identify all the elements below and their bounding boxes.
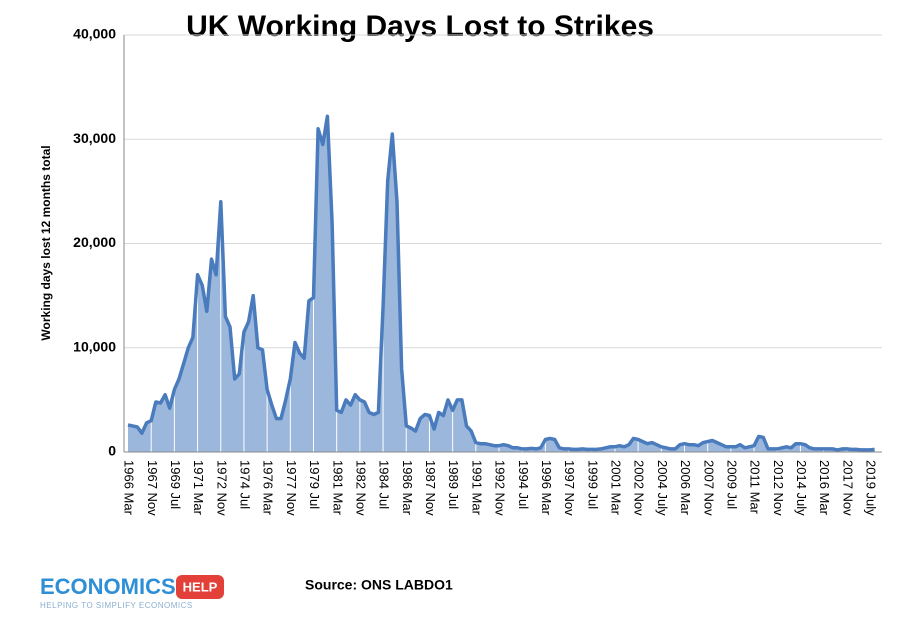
x-tick-label: 1971 Mar: [191, 460, 206, 516]
y-tick-label: 30,000: [73, 130, 116, 146]
x-tick-label: 2017 Nov: [840, 460, 855, 516]
x-tick-label: 1967 Nov: [145, 460, 160, 516]
logo: ECONOMICS HELP HELPING TO SIMPLIFY ECONO…: [40, 574, 224, 610]
y-tick-label: 0: [108, 443, 116, 459]
x-tick-label: 2007 Nov: [701, 460, 716, 516]
logo-tagline: HELPING TO SIMPLIFY ECONOMICS: [40, 601, 193, 610]
x-tick-label: 2019 July: [864, 460, 879, 516]
x-tick-label: 1982 Nov: [353, 460, 368, 516]
x-tick-label: 1989 Jul: [446, 460, 461, 509]
x-tick-label: 1977 Nov: [284, 460, 299, 516]
x-tick-label: 2012 Nov: [771, 460, 786, 516]
x-tick-label: 2001 Mar: [609, 460, 624, 516]
x-tick-label: 2016 Mar: [817, 460, 832, 516]
x-tick-label: 1999 Jul: [585, 460, 600, 509]
x-tick-label: 2002 Nov: [632, 460, 647, 516]
x-tick-label: 1981 Mar: [330, 460, 345, 516]
x-tick-label: 1996 Mar: [539, 460, 554, 516]
x-tick-label: 2009 Jul: [724, 460, 739, 509]
y-tick-label: 40,000: [73, 26, 116, 42]
x-tick-label: 1976 Mar: [261, 460, 276, 516]
x-tick-label: 1994 Jul: [516, 460, 531, 509]
x-tick-label: 1987 Nov: [423, 460, 438, 516]
x-tick-label: 1986 Mar: [400, 460, 415, 516]
logo-badge: [176, 575, 224, 599]
x-tick-label: 2004 July: [655, 460, 670, 516]
x-tick-label: 1969 Jul: [168, 460, 183, 509]
x-tick-label: 2011 Mar: [748, 460, 763, 515]
x-tick-label: 1997 Nov: [562, 460, 577, 516]
x-tick-label: 2006 Mar: [678, 460, 693, 516]
x-tick-label: 1991 Mar: [469, 460, 484, 516]
line: [127, 114, 875, 452]
area-fill: [128, 116, 875, 453]
y-tick-label: 10,000: [73, 338, 116, 354]
x-tick-label: 2014 July: [794, 460, 809, 516]
y-tick-label: 20,000: [73, 234, 116, 250]
x-tick-label: 1984 Jul: [377, 460, 392, 509]
x-tick-label: 1972 Nov: [214, 460, 229, 516]
x-tick-label: 1992 Nov: [493, 460, 508, 516]
logo-word: HELP: [183, 579, 218, 594]
logo-word: ECONOMICS: [40, 574, 176, 599]
y-axis-label: Working days lost 12 months total: [39, 145, 53, 340]
x-tick-label: 1974 Jul: [238, 460, 253, 509]
source-note: Source: ONS LABDO1: [305, 577, 453, 593]
chart-title: UK Working Days Lost to Strikes: [186, 10, 654, 43]
x-tick-label: 1979 Jul: [307, 460, 322, 509]
x-tick-label: 1966 Mar: [122, 460, 137, 516]
